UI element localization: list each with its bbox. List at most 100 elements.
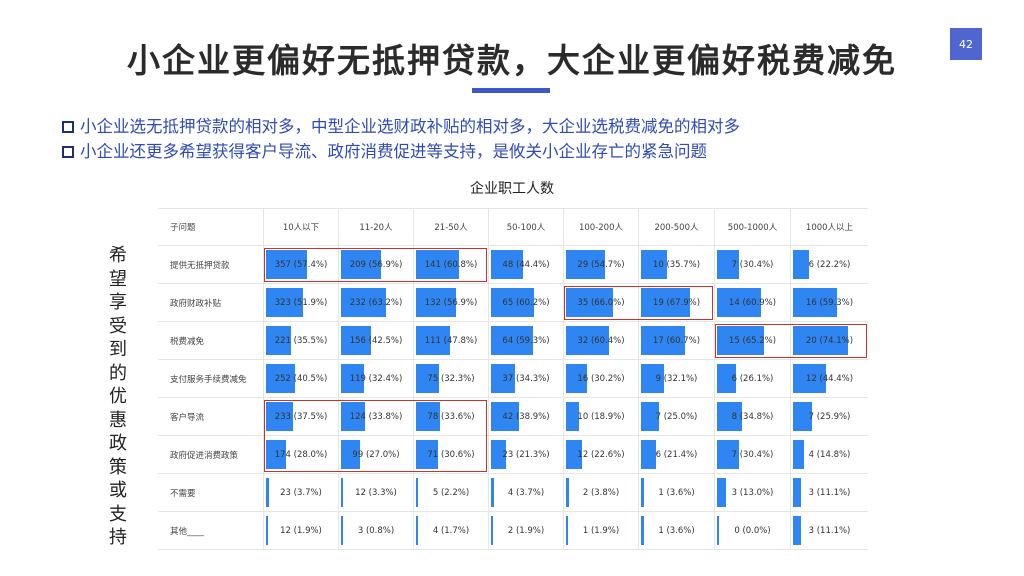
side-label-char: 惠 — [109, 409, 127, 431]
cell-value: 156 (42.5%) — [349, 335, 403, 346]
table-cell: 357 (57.4%) — [263, 246, 338, 283]
square-bullet-icon — [62, 120, 74, 133]
percent-bar — [266, 440, 286, 469]
percent-bar — [641, 288, 690, 317]
table-cell: 48 (44.4%) — [488, 246, 563, 283]
cell-value: 75 (32.3%) — [427, 373, 475, 384]
table-cell: 37 (34.3%) — [488, 360, 563, 397]
cell-value: 99 (27.0%) — [352, 449, 400, 460]
column-header: 1000人以上 — [790, 209, 868, 245]
percent-bar — [793, 364, 826, 393]
table-cell: 32 (60.4%) — [563, 322, 638, 359]
percent-bar — [793, 326, 848, 355]
percent-bar — [491, 516, 493, 545]
table-cell: 99 (27.0%) — [338, 436, 413, 473]
bullet-list: 小企业选无抵押贷款的相对多，中型企业选财政补贴的相对多，大企业选税费减免的相对多… — [62, 114, 962, 164]
column-header: 11-20人 — [338, 209, 413, 245]
percent-bar — [793, 516, 802, 545]
cell-value: 2 (3.8%) — [582, 487, 620, 498]
table-cell: 12 (44.4%) — [790, 360, 868, 397]
square-bullet-icon — [62, 145, 74, 158]
table-cell: 3 (0.8%) — [338, 512, 413, 549]
percent-bar — [793, 288, 837, 317]
table-cell: 3 (11.1%) — [790, 474, 868, 511]
percent-bar — [266, 364, 295, 393]
side-label-char: 受 — [109, 315, 127, 337]
cell-value: 8 (34.8%) — [731, 411, 774, 422]
page-number-badge: 42 — [950, 28, 982, 60]
bullet-item: 小企业还更多希望获得客户导流、政府消费促进等支持，是攸关小企业存亡的紧急问题 — [62, 139, 962, 164]
cell-value: 10 (35.7%) — [652, 259, 701, 270]
table-cell: 4 (1.7%) — [413, 512, 488, 549]
row-group-label: 希望享受到的优惠政策或支持 — [104, 244, 132, 550]
percent-bar — [566, 250, 605, 279]
percent-bar — [793, 478, 802, 507]
side-label-char: 或 — [109, 480, 127, 501]
bullet-item: 小企业选无抵押贷款的相对多，中型企业选财政补贴的相对多，大企业选税费减免的相对多 — [62, 114, 962, 139]
table-cell: 15 (65.2%) — [714, 322, 790, 359]
percent-bar — [717, 364, 736, 393]
table-cell: 8 (34.8%) — [714, 398, 790, 435]
cell-value: 3 (11.1%) — [808, 525, 851, 536]
table-cell: 65 (60.2%) — [488, 284, 563, 321]
cell-value: 71 (30.6%) — [427, 449, 475, 460]
table-cell: 1 (3.6%) — [638, 474, 714, 511]
percent-bar — [341, 364, 364, 393]
table-cell: 35 (66.0%) — [563, 284, 638, 321]
percent-bar — [717, 516, 719, 545]
cell-value: 9 (32.1%) — [655, 373, 698, 384]
cell-value: 12 (22.6%) — [577, 449, 625, 460]
percent-bar — [566, 516, 568, 545]
table-cell: 1 (1.9%) — [563, 512, 638, 549]
column-header: 100-200人 — [563, 209, 638, 245]
cell-value: 15 (65.2%) — [728, 335, 777, 346]
table-row: 税费减免 221 (35.5%) 156 (42.5%) 111 (47.8%) 64 … — [158, 322, 868, 360]
table-cell: 12 (3.3%) — [338, 474, 413, 511]
cell-value: 17 (60.7%) — [652, 335, 701, 346]
cell-value: 6 (22.2%) — [808, 259, 851, 270]
row-label: 支付服务手续费减免 — [170, 374, 247, 385]
table-row: 政府促进消费政策 174 (28.0%) 99 (27.0%) 71 (30.6%) 2… — [158, 436, 868, 474]
percent-bar — [717, 250, 739, 279]
table-cell: 6 (21.4%) — [638, 436, 714, 473]
percent-bar — [341, 250, 382, 279]
table-cell: 7 (30.4%) — [714, 436, 790, 473]
column-header: 10人以下 — [263, 209, 338, 245]
table-caption: 企业职工人数 — [470, 181, 554, 197]
side-label-char: 望 — [109, 268, 127, 290]
table-row: 政府财政补贴 323 (51.9%) 232 (63.2%) 132 (56.9%) 6… — [158, 284, 868, 322]
cell-value: 23 (3.7%) — [280, 487, 322, 498]
cell-value: 2 (1.9%) — [507, 525, 545, 536]
side-label-char: 优 — [109, 386, 127, 407]
cell-value: 4 (14.8%) — [808, 449, 851, 460]
percent-bar — [566, 288, 613, 317]
cell-value: 32 (60.4%) — [577, 335, 625, 346]
cell-value: 221 (35.5%) — [274, 335, 328, 346]
table-cell: 9 (32.1%) — [638, 360, 714, 397]
cell-value: 323 (51.9%) — [274, 297, 328, 308]
cell-value: 16 (30.2%) — [577, 373, 625, 384]
cell-value: 111 (47.8%) — [424, 335, 478, 346]
percent-bar — [717, 478, 727, 507]
cell-value: 16 (59.3%) — [805, 297, 854, 308]
percent-bar — [341, 440, 361, 469]
percent-bar — [717, 402, 743, 431]
percent-bar — [416, 288, 457, 317]
table-cell: 71 (30.6%) — [413, 436, 488, 473]
cell-value: 35 (66.0%) — [577, 297, 625, 308]
table-corner-label: 子问题 — [170, 223, 196, 233]
percent-bar — [266, 402, 293, 431]
cell-value: 132 (56.9%) — [424, 297, 478, 308]
table-cell: 0 (0.0%) — [714, 512, 790, 549]
table-cell: 16 (59.3%) — [790, 284, 868, 321]
table-cell: 124 (33.8%) — [338, 398, 413, 435]
percent-bar — [717, 440, 739, 469]
cell-value: 6 (26.1%) — [731, 373, 774, 384]
cell-value: 174 (28.0%) — [274, 449, 328, 460]
table-cell: 23 (3.7%) — [263, 474, 338, 511]
table-cell: 4 (3.7%) — [488, 474, 563, 511]
percent-bar — [491, 478, 494, 507]
cell-value: 12 (3.3%) — [355, 487, 397, 498]
table-cell: 221 (35.5%) — [263, 322, 338, 359]
side-label-char: 到 — [109, 339, 127, 360]
